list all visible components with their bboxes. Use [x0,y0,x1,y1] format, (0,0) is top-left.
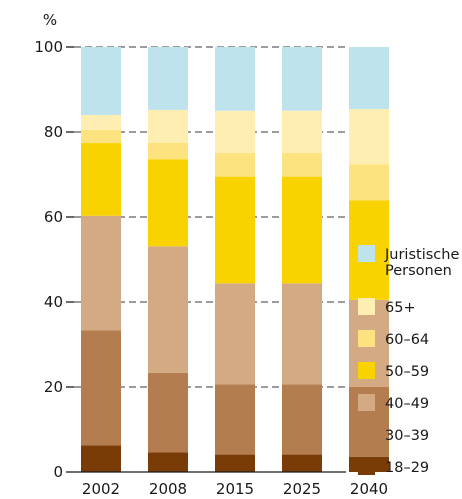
bar-segment [349,109,389,165]
legend-label: 60–64 [385,332,429,348]
bar-segment [282,152,322,177]
bar-segment [81,445,121,472]
legend-label: Juristische [384,247,459,263]
bar-segment [215,384,255,455]
bar-segment [148,142,188,160]
bar-segment [282,454,322,472]
bar-segment [148,47,188,110]
legend-label: 50–59 [385,364,429,380]
x-tick-label: 2025 [283,480,321,498]
bar-segment [148,159,188,247]
legend-label: 30–39 [385,428,429,444]
legend-swatch [358,426,375,443]
legend-swatch [358,362,375,379]
legend-label: 65+ [385,300,416,316]
legend-swatch [358,245,375,262]
bar-segment [215,47,255,111]
bar-segment [215,110,255,153]
y-tick-label: 60 [44,208,63,226]
x-tick-label: 2040 [350,480,388,498]
bar-segment [215,176,255,284]
y-tick-label: 100 [34,38,63,56]
bar-segment [215,454,255,472]
bar-segment [81,143,121,216]
legend-label: 40–49 [385,396,429,412]
bars [81,47,389,472]
bar-segment [81,215,121,331]
bar-segment [81,129,121,144]
legend-swatch [358,330,375,347]
legend-label: 18–29 [385,460,429,476]
bar-segment [81,47,121,115]
x-tick-label: 2015 [216,480,254,498]
bar-segment [215,283,255,385]
bar-segment [148,452,188,472]
bar-segment [282,110,322,153]
legend-swatch [358,458,375,475]
y-tick-label: 0 [53,463,63,481]
legend-swatch [358,394,375,411]
bar-segment [215,152,255,177]
bar-segment [148,246,188,373]
bar-segment [282,384,322,455]
bar-segment [148,372,188,453]
y-axis-label: % [43,11,57,29]
legend-label: Personen [385,263,452,279]
x-tick-label: 2008 [149,480,187,498]
bar-segment [282,47,322,111]
y-tick-label: 20 [44,378,63,396]
bar-segment [349,164,389,201]
y-tick-label: 80 [44,123,63,141]
legend-swatch [358,298,375,315]
bar-segment [282,283,322,385]
bar-segment [81,330,121,446]
bar-segment [349,47,389,110]
x-tick-label: 2002 [82,480,120,498]
bar-segment [81,115,121,130]
bar-segment [282,176,322,284]
y-tick-label: 40 [44,293,63,311]
bar-segment [148,109,188,143]
